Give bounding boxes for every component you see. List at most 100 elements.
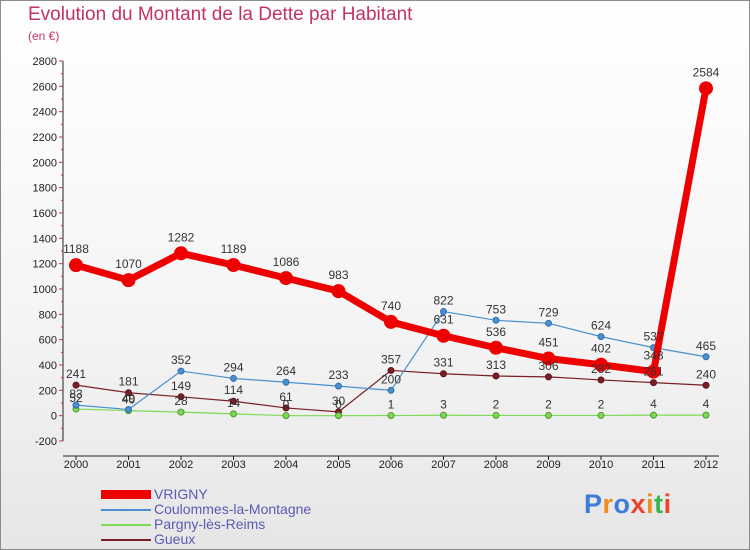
data-label-vrigny: 2584: [693, 65, 720, 79]
data-label-gueux: 261: [643, 365, 663, 379]
data-label-coulommes-la-montagne: 352: [171, 353, 191, 367]
data-label-coulommes-la-montagne: 233: [328, 368, 348, 382]
data-label-pargny-l-s-reims: 40: [122, 393, 136, 407]
data-point-vrigny: [384, 314, 398, 329]
x-tick-label: 2012: [694, 459, 718, 471]
data-label-vrigny: 1070: [115, 257, 142, 271]
brand-logo-letter: i: [663, 489, 672, 519]
data-point-pargny-l-s-reims: [702, 411, 710, 419]
data-label-pargny-l-s-reims: 0: [283, 398, 290, 412]
brand-logo-letter: x: [630, 489, 647, 519]
data-point-vrigny: [594, 357, 608, 372]
y-tick-label: -200: [35, 436, 57, 448]
x-tick-label: 2002: [169, 459, 193, 471]
data-label-coulommes-la-montagne: 729: [538, 305, 558, 319]
data-point-vrigny: [699, 81, 713, 96]
data-point-gueux: [230, 397, 237, 405]
brand-logo-letter: P: [584, 489, 603, 519]
data-label-vrigny: 1188: [63, 242, 89, 256]
y-tick-label: 2600: [33, 81, 57, 93]
chart-unit-label: (en €): [28, 29, 60, 43]
data-point-gueux: [440, 370, 447, 378]
data-point-vrigny: [436, 328, 451, 343]
y-tick-label: 800: [39, 309, 57, 321]
data-point-pargny-l-s-reims: [335, 412, 342, 420]
data-label-pargny-l-s-reims: 28: [174, 394, 188, 408]
data-label-coulommes-la-montagne: 465: [696, 339, 716, 353]
x-tick-label: 2009: [536, 459, 560, 471]
data-point-coulommes-la-montagne: [177, 367, 185, 375]
data-point-vrigny: [226, 258, 241, 273]
data-label-gueux: 61: [279, 390, 293, 404]
data-label-coulommes-la-montagne: 83: [69, 387, 83, 401]
data-point-pargny-l-s-reims: [597, 411, 605, 419]
data-point-pargny-l-s-reims: [440, 411, 447, 419]
data-label-gueux: 30: [332, 394, 346, 408]
data-point-coulommes-la-montagne: [125, 405, 132, 413]
data-label-pargny-l-s-reims: 2: [493, 397, 500, 411]
data-point-pargny-l-s-reims: [387, 412, 395, 420]
data-point-gueux: [387, 366, 395, 374]
data-label-gueux: 241: [66, 367, 86, 381]
data-label-gueux: 313: [486, 358, 506, 372]
data-point-coulommes-la-montagne: [335, 382, 342, 390]
data-label-coulommes-la-montagne: 200: [381, 372, 401, 386]
data-label-coulommes-la-montagne: 753: [486, 302, 506, 316]
y-tick-label: 200: [39, 385, 57, 397]
data-label-gueux: 240: [696, 367, 716, 381]
x-tick-label: 2001: [116, 459, 140, 471]
data-point-vrigny: [279, 271, 293, 286]
x-tick-label: 2006: [379, 459, 403, 471]
legend-label-gueux: Gueux: [154, 531, 196, 547]
data-point-pargny-l-s-reims: [650, 411, 657, 419]
brand-logo: Proxiti: [584, 489, 672, 520]
data-label-coulommes-la-montagne: 294: [223, 360, 243, 374]
data-label-gueux: 306: [538, 359, 558, 373]
brand-logo-letter: r: [602, 489, 614, 519]
data-point-vrigny: [541, 351, 556, 366]
data-point-coulommes-la-montagne: [492, 316, 500, 324]
x-tick-label: 2003: [221, 459, 245, 471]
data-label-vrigny: 1189: [221, 242, 247, 256]
data-label-pargny-l-s-reims: 14: [227, 396, 241, 410]
data-point-vrigny: [646, 364, 661, 379]
data-point-vrigny: [331, 284, 346, 299]
data-label-vrigny: 1086: [273, 255, 300, 269]
y-tick-label: 1000: [33, 284, 57, 296]
data-label-gueux: 331: [433, 356, 453, 370]
legend-label-coulommes: Coulommes-la-Montagne: [154, 501, 312, 517]
data-label-gueux: 282: [591, 362, 611, 376]
x-tick-label: 2004: [274, 459, 298, 471]
data-point-pargny-l-s-reims: [492, 411, 500, 419]
data-label-vrigny: 983: [328, 268, 348, 282]
axes: -200020040060080010001200140016001800200…: [33, 56, 719, 471]
data-label-vrigny: 1282: [168, 230, 195, 244]
data-point-gueux: [125, 389, 132, 397]
data-label-pargny-l-s-reims: 52: [69, 391, 83, 405]
legend-swatch-coulommes: [101, 508, 151, 511]
x-tick-label: 2005: [326, 459, 350, 471]
data-label-gueux: 114: [224, 383, 243, 397]
data-point-vrigny: [489, 340, 503, 355]
data-label-vrigny: 631: [433, 313, 453, 327]
data-label-vrigny: 402: [591, 342, 611, 356]
data-label-pargny-l-s-reims: 0: [335, 398, 342, 412]
y-tick-label: 2000: [33, 157, 57, 169]
x-tick-label: 2011: [642, 459, 666, 471]
y-tick-label: 2200: [33, 132, 57, 144]
x-tick-label: 2000: [64, 459, 88, 471]
data-label-gueux: 149: [171, 379, 191, 393]
data-label-coulommes-la-montagne: 537: [643, 330, 663, 344]
y-tick-label: 400: [39, 360, 57, 372]
series-lines: [69, 81, 713, 420]
data-label-gueux: 357: [381, 352, 401, 366]
data-label-coulommes-la-montagne: 624: [591, 319, 611, 333]
data-point-gueux: [545, 373, 552, 381]
x-tick-label: 2007: [431, 459, 455, 471]
legend-label-vrigny: VRIGNY: [154, 486, 208, 502]
data-point-coulommes-la-montagne: [597, 333, 605, 341]
data-point-coulommes-la-montagne: [230, 374, 237, 382]
brand-logo-letter: o: [613, 489, 631, 519]
